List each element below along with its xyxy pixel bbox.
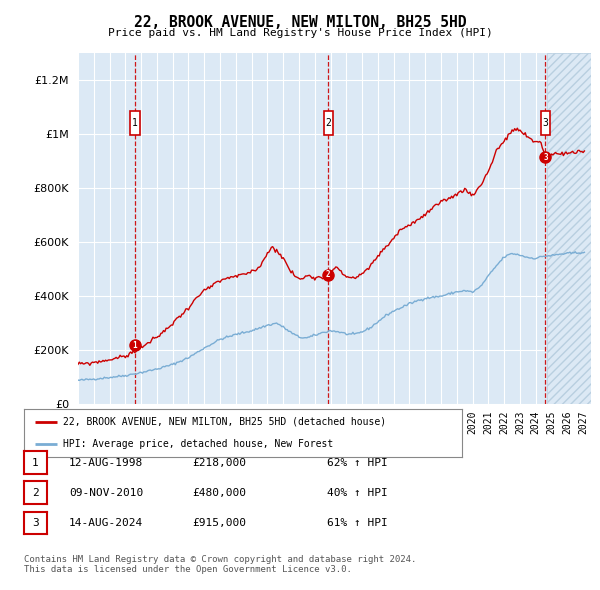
- FancyBboxPatch shape: [130, 111, 140, 136]
- Text: 2: 2: [32, 488, 39, 497]
- Text: 09-NOV-2010: 09-NOV-2010: [69, 488, 143, 497]
- Text: 1: 1: [133, 341, 137, 350]
- Bar: [547, 53, 591, 404]
- Text: Contains HM Land Registry data © Crown copyright and database right 2024.: Contains HM Land Registry data © Crown c…: [24, 555, 416, 563]
- Text: 22, BROOK AVENUE, NEW MILTON, BH25 5HD: 22, BROOK AVENUE, NEW MILTON, BH25 5HD: [134, 15, 466, 30]
- FancyBboxPatch shape: [323, 111, 333, 136]
- Text: 2: 2: [325, 119, 331, 128]
- Text: £218,000: £218,000: [192, 458, 246, 467]
- Text: 3: 3: [542, 119, 548, 128]
- Text: 1: 1: [132, 119, 138, 128]
- Text: 40% ↑ HPI: 40% ↑ HPI: [327, 488, 388, 497]
- Text: £480,000: £480,000: [192, 488, 246, 497]
- Text: This data is licensed under the Open Government Licence v3.0.: This data is licensed under the Open Gov…: [24, 565, 352, 574]
- Text: HPI: Average price, detached house, New Forest: HPI: Average price, detached house, New …: [64, 439, 334, 449]
- Text: £915,000: £915,000: [192, 518, 246, 527]
- Text: 3: 3: [32, 518, 39, 527]
- Text: 1: 1: [32, 458, 39, 467]
- Bar: [547, 53, 591, 404]
- Text: 12-AUG-1998: 12-AUG-1998: [69, 458, 143, 467]
- FancyBboxPatch shape: [541, 111, 550, 136]
- Text: 3: 3: [543, 153, 548, 162]
- Text: 14-AUG-2024: 14-AUG-2024: [69, 518, 143, 527]
- Text: 2: 2: [326, 270, 331, 279]
- Text: Price paid vs. HM Land Registry's House Price Index (HPI): Price paid vs. HM Land Registry's House …: [107, 28, 493, 38]
- Text: 61% ↑ HPI: 61% ↑ HPI: [327, 518, 388, 527]
- Text: 22, BROOK AVENUE, NEW MILTON, BH25 5HD (detached house): 22, BROOK AVENUE, NEW MILTON, BH25 5HD (…: [64, 417, 386, 427]
- Text: 62% ↑ HPI: 62% ↑ HPI: [327, 458, 388, 467]
